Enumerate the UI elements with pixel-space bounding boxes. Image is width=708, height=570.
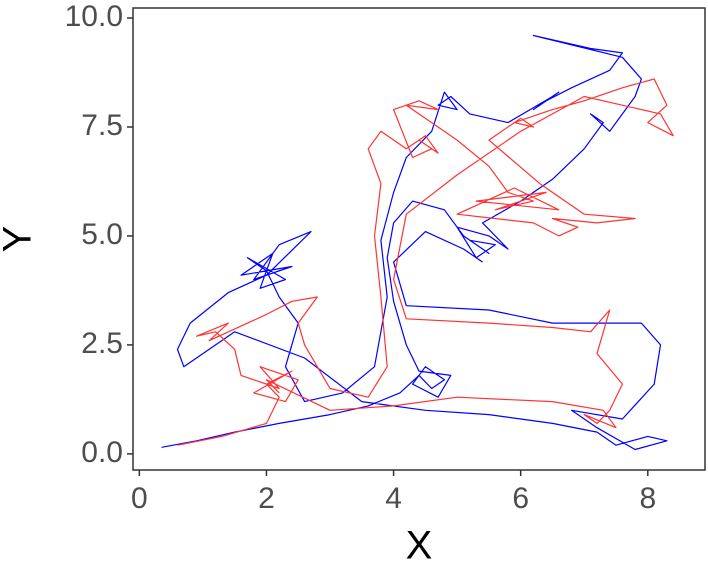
trajectory bbox=[177, 78, 674, 446]
y-tick-label: 0.0 bbox=[81, 436, 123, 469]
y-tick-label: 5.0 bbox=[81, 218, 123, 251]
plot-background bbox=[133, 8, 705, 470]
trajectory bbox=[161, 34, 668, 451]
x-tick-label: 6 bbox=[512, 482, 529, 515]
x-tick-label: 4 bbox=[385, 482, 402, 515]
plot-border bbox=[132, 7, 706, 471]
x-tick-label: 0 bbox=[131, 482, 148, 515]
x-tick-label: 2 bbox=[258, 482, 275, 515]
y-tick-label: 2.5 bbox=[81, 327, 123, 360]
x-axis-title: X bbox=[406, 524, 433, 568]
y-axis-title: Y bbox=[0, 226, 40, 253]
x-tick-label: 8 bbox=[639, 482, 656, 515]
y-tick-label: 10.0 bbox=[65, 0, 123, 33]
y-tick-label: 7.5 bbox=[81, 109, 123, 142]
